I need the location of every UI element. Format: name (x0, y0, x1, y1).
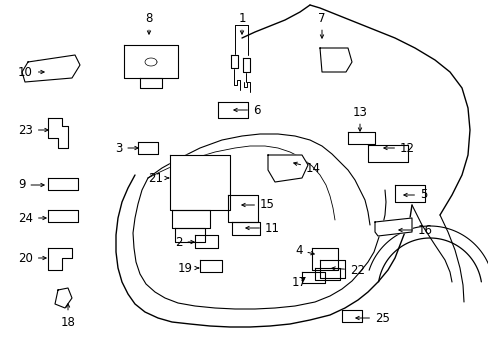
Text: 19: 19 (178, 261, 198, 274)
Polygon shape (302, 272, 325, 283)
Polygon shape (218, 102, 247, 118)
Text: 10: 10 (18, 66, 44, 78)
Polygon shape (48, 118, 68, 148)
Text: 22: 22 (331, 264, 364, 276)
Polygon shape (172, 210, 209, 228)
Polygon shape (22, 55, 80, 82)
Text: 15: 15 (242, 198, 274, 211)
Polygon shape (314, 268, 339, 280)
Polygon shape (231, 222, 260, 235)
Text: 7: 7 (318, 12, 325, 38)
Text: 11: 11 (245, 221, 280, 234)
Text: 1: 1 (238, 12, 245, 34)
Polygon shape (227, 195, 258, 222)
Polygon shape (138, 142, 158, 154)
Polygon shape (267, 155, 307, 182)
Text: 13: 13 (352, 105, 366, 131)
Polygon shape (394, 185, 424, 202)
Polygon shape (230, 55, 238, 68)
Text: 23: 23 (18, 123, 48, 136)
Polygon shape (175, 228, 204, 242)
Polygon shape (140, 78, 162, 88)
Polygon shape (341, 310, 361, 322)
Polygon shape (374, 218, 411, 236)
Text: 25: 25 (355, 311, 389, 324)
Polygon shape (319, 48, 351, 72)
Text: 12: 12 (383, 141, 414, 154)
Polygon shape (195, 235, 218, 248)
Text: 9: 9 (18, 179, 44, 192)
Polygon shape (48, 248, 72, 270)
Polygon shape (55, 288, 72, 308)
Text: 14: 14 (293, 162, 320, 175)
Text: 4: 4 (294, 243, 314, 256)
Text: 20: 20 (18, 252, 46, 265)
Text: 3: 3 (115, 141, 138, 154)
Polygon shape (170, 155, 229, 210)
Polygon shape (319, 260, 345, 278)
Polygon shape (243, 58, 249, 72)
Text: 16: 16 (398, 224, 432, 237)
Text: 21: 21 (148, 171, 168, 184)
Polygon shape (48, 210, 78, 222)
Polygon shape (347, 132, 374, 144)
Polygon shape (200, 260, 222, 272)
Text: 17: 17 (291, 275, 306, 288)
Polygon shape (48, 178, 78, 190)
Text: 6: 6 (233, 104, 260, 117)
Polygon shape (367, 145, 407, 162)
Text: 5: 5 (403, 189, 427, 202)
Text: 18: 18 (61, 304, 75, 328)
Text: 2: 2 (175, 235, 194, 248)
Polygon shape (311, 248, 337, 270)
Text: 8: 8 (145, 12, 152, 34)
Polygon shape (124, 45, 178, 78)
Text: 24: 24 (18, 211, 46, 225)
